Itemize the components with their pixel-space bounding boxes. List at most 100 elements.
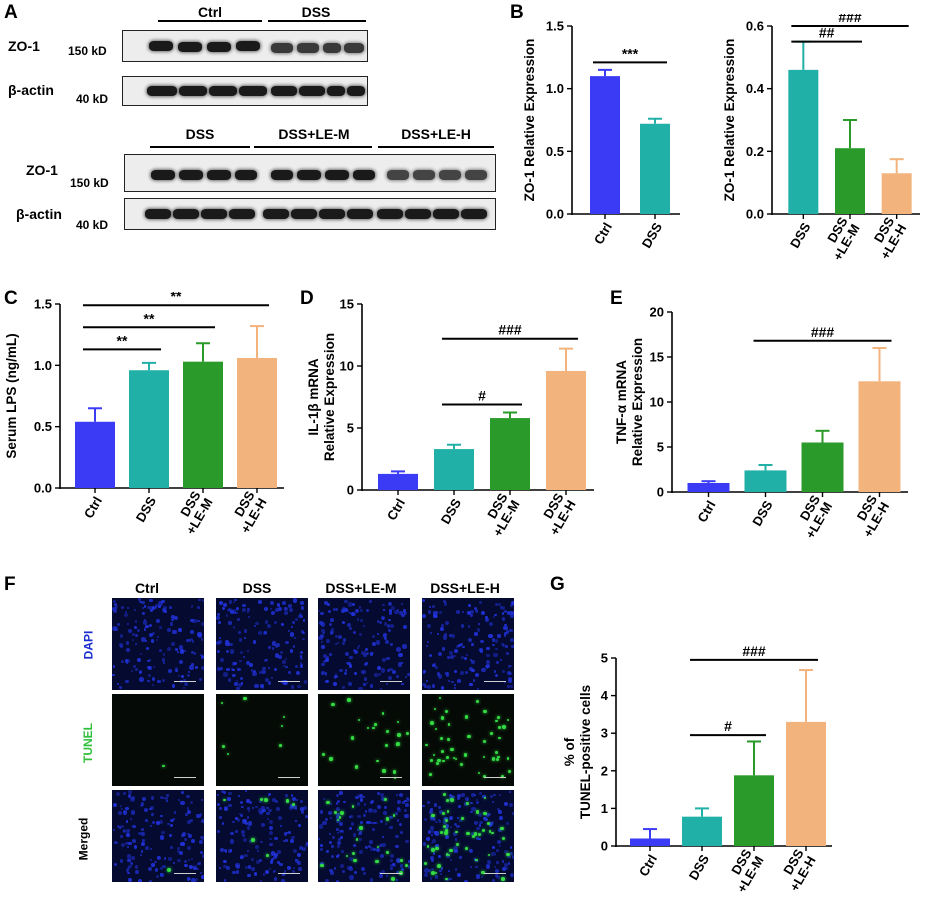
micro-row-dapi: DAPI	[81, 630, 96, 660]
micrograph-dapi-3	[422, 598, 514, 690]
y-tick-label: 1	[601, 801, 608, 816]
wb-blot-actin-bottom	[124, 198, 496, 230]
y-tick-label: 15	[340, 297, 354, 312]
y-axis-label: % of	[562, 737, 577, 766]
wb-blot-zo1-bottom	[124, 154, 496, 192]
significance-label: ###	[742, 643, 766, 659]
x-tick-label-group: DSS+LE-H	[871, 214, 909, 262]
y-tick-label: 4	[601, 688, 609, 703]
x-tick-label-group: DSS	[686, 852, 713, 883]
bar	[183, 361, 223, 488]
x-tick-label: DSS	[787, 220, 814, 251]
y-tick-label: 1.0	[546, 81, 564, 96]
bar	[630, 838, 670, 846]
wb-kd-40-bottom: 40 kD	[76, 218, 109, 232]
panel-letter-a: A	[4, 2, 18, 23]
significance-label: ###	[838, 14, 862, 25]
x-tick-label: DSS	[749, 498, 776, 529]
bar	[687, 483, 730, 492]
y-tick-label: 0	[657, 485, 664, 500]
chart-b-zo1-le-groups: 0.0 0.2 0.4 0.6 ZO-1 Relative Expression DSS D…	[722, 14, 920, 263]
y-tick-label: 0	[347, 483, 354, 498]
x-tick-label-group: Ctrl	[694, 498, 718, 525]
y-tick-label: 1.5	[34, 297, 52, 312]
y-tick-label: 0.4	[746, 81, 765, 96]
bar	[590, 76, 620, 214]
micrograph-merged-1	[216, 790, 308, 882]
chart-d-il1b: 0 5 10 15 IL-1β mRNA Relative Expression Ctrl D…	[306, 297, 594, 539]
chart-c-serum-lps: 0.0 0.5 1.0 1.5 Serum LPS (ng/mL) Ctrl DSS DSS+…	[4, 292, 284, 537]
x-tick-label-group: Ctrl	[384, 496, 408, 523]
x-tick-label: Ctrl	[384, 496, 408, 523]
x-tick-label-group: DSS+LE-M	[824, 214, 862, 263]
wb-bottom-group-lem: DSS+LE-M	[278, 126, 350, 142]
micrograph-tunel-0	[112, 694, 204, 786]
significance-label: **	[171, 292, 182, 304]
x-tick-label-group: DSS+LE-M	[797, 492, 835, 541]
chart-g-tunel: 0 1 2 3 4 5 % of TUNEL-positive cells Ctrl DSS DSS…	[562, 643, 832, 895]
bar	[734, 775, 774, 846]
y-axis-label: TNF-α mRNA	[614, 360, 629, 444]
y-tick-label: 0.2	[746, 144, 764, 159]
x-tick-label: Ctrl	[81, 494, 105, 521]
x-tick-label-group: DSS+LE-H	[854, 492, 892, 540]
y-axis-label: ZO-1 Relative Expression	[522, 39, 537, 202]
x-tick-label: DSS	[639, 220, 666, 251]
significance-label: ***	[622, 45, 639, 61]
x-tick-label: Ctrl	[636, 852, 660, 879]
wb-kd-150-bottom: 150 kD	[70, 176, 109, 190]
wb-blot-zo1-top	[122, 30, 368, 62]
wb-label-zo1-bottom: ZO-1	[26, 162, 58, 178]
panel-letter-e: E	[610, 288, 623, 309]
bar	[786, 721, 826, 846]
bar	[682, 816, 722, 846]
x-tick-label-group: DSS	[133, 494, 160, 525]
wb-top-group-ctrl: Ctrl	[197, 4, 223, 20]
chart-e-tnfa: 0 5 10 15 20 TNF-α mRNA Relative Expression Ctr…	[614, 305, 908, 541]
significance-label: ###	[498, 322, 522, 338]
x-tick-label-group: Ctrl	[636, 852, 660, 879]
y-axis-label: Relative Expression	[322, 333, 337, 461]
panel-letter-b: B	[510, 2, 524, 23]
wb-bottom-group-dss: DSS	[185, 126, 215, 142]
micrograph-dapi-2	[318, 598, 410, 690]
bar	[881, 173, 912, 214]
y-tick-label: 0.5	[546, 144, 564, 159]
significance-label: ##	[819, 25, 835, 41]
bar	[546, 370, 586, 490]
bar	[434, 449, 474, 490]
panel-letter-c: C	[4, 288, 18, 309]
bar	[640, 123, 670, 214]
y-axis-label: ZO-1 Relative Expression	[722, 39, 737, 202]
x-tick-label-group: DSS	[749, 498, 776, 529]
micrograph-tunel-3	[422, 694, 514, 786]
panel-letter-f: F	[4, 574, 16, 595]
wb-kd-40-top: 40 kD	[76, 92, 109, 106]
bar	[237, 357, 277, 488]
y-tick-label: 10	[340, 359, 354, 374]
micrograph-dapi-1	[216, 598, 308, 690]
x-tick-label: DSS	[438, 496, 465, 527]
micro-col-leh: DSS+LE-H	[430, 580, 500, 596]
y-tick-label: 0.5	[34, 419, 52, 434]
bar	[129, 370, 169, 488]
y-tick-label: 5	[347, 421, 354, 436]
y-tick-label: 10	[650, 395, 664, 410]
y-tick-label: 0.0	[746, 207, 764, 222]
y-tick-label: 20	[650, 305, 664, 320]
wb-label-actin-bottom: β-actin	[16, 206, 62, 222]
y-tick-label: 0.6	[746, 19, 764, 34]
micro-row-tunel: TUNEL	[81, 723, 95, 763]
bar	[788, 69, 819, 214]
y-axis-label: Relative Expression	[630, 338, 645, 466]
bar	[801, 442, 844, 492]
wb-top-group-line-dss	[268, 20, 366, 22]
y-tick-label: 0.0	[34, 481, 52, 496]
y-tick-label: 15	[650, 350, 664, 365]
y-tick-label: 2	[601, 763, 608, 778]
x-tick-label-group: DSS+LE-M	[728, 846, 766, 895]
significance-label: ###	[811, 324, 835, 340]
y-axis-label: Serum LPS (ng/mL)	[4, 333, 19, 458]
wb-label-actin-top: β-actin	[8, 82, 54, 98]
chart-b-zo1-ctrl-dss: 0.0 0.5 1.0 1.5 ZO-1 Relative Expression Ctrl…	[522, 19, 680, 251]
